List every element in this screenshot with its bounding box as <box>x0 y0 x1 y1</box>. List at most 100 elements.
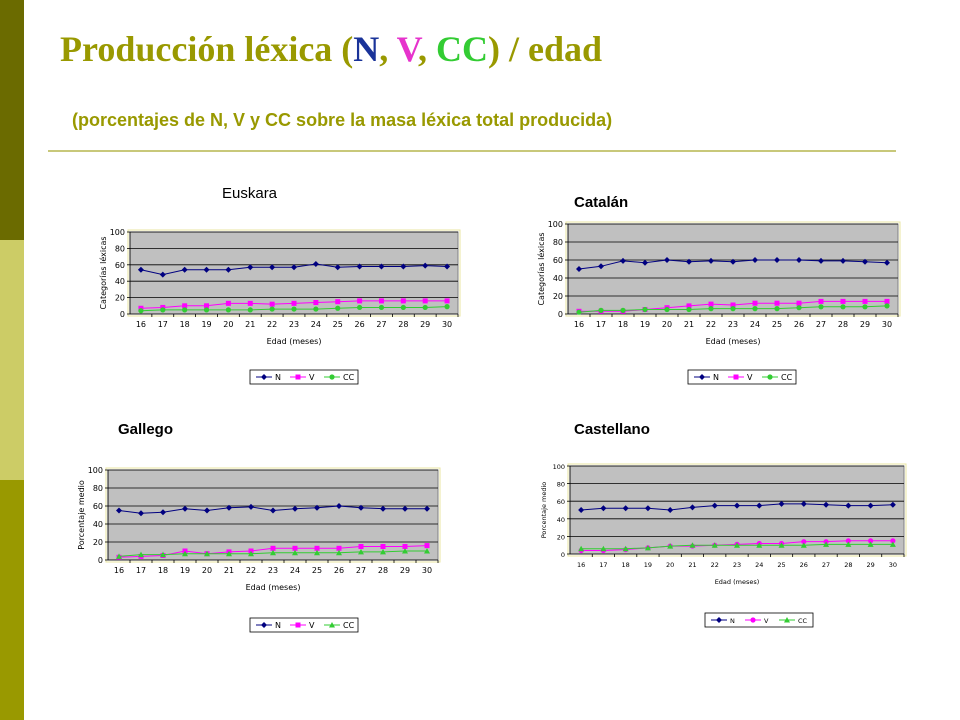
data-point-cc <box>336 549 342 556</box>
x-tick-label: 17 <box>596 320 606 329</box>
sidebar-band-bottom <box>0 480 24 720</box>
data-point-v <box>335 299 341 305</box>
data-point-n <box>622 505 629 512</box>
data-point-n <box>644 505 651 512</box>
x-tick-label: 27 <box>356 566 366 575</box>
legend-label-cc: CC <box>343 621 355 630</box>
title-part-v: V <box>396 29 419 69</box>
chart-title-castellano: Castellano <box>574 421 650 438</box>
x-tick-label: 30 <box>422 566 432 575</box>
x-tick-label: 30 <box>442 320 452 329</box>
x-tick-label: 26 <box>800 561 808 569</box>
data-point-n <box>226 504 232 511</box>
legend-marker-cc <box>784 617 790 623</box>
data-point-v <box>380 544 386 549</box>
data-point-cc <box>291 306 297 312</box>
x-tick-label: 24 <box>750 320 760 329</box>
data-point-n <box>867 502 874 509</box>
data-point-v <box>801 539 807 545</box>
data-point-n <box>248 503 254 510</box>
y-tick-label: 0 <box>120 310 125 319</box>
data-point-v <box>424 543 430 549</box>
data-point-n <box>778 500 785 507</box>
chart-gallego: 0 20 40 60 80 100 16 17 18 19 20 21 22 23 24 25 26 27 28 29… <box>77 466 441 633</box>
data-point-cc <box>752 306 758 312</box>
legend: N V CC <box>249 617 359 633</box>
data-point-n <box>402 505 408 512</box>
y-tick-label: 60 <box>553 256 563 265</box>
data-point-n <box>823 501 830 508</box>
y-axis-label: Categorías léxicas <box>98 236 108 309</box>
data-point-v <box>708 301 714 307</box>
y-tick-label: 100 <box>110 228 125 237</box>
x-tick-label: 16 <box>136 320 146 329</box>
y-axis-label: Porcentaje medio <box>540 482 548 539</box>
data-point-n <box>400 263 407 270</box>
data-point-cc <box>160 551 166 558</box>
x-tick-label: 17 <box>136 566 146 575</box>
data-point-n <box>424 505 430 512</box>
data-point-n <box>774 257 780 263</box>
data-point-n <box>752 257 758 263</box>
data-point-n <box>444 263 451 270</box>
data-point-n <box>689 504 696 511</box>
y-axis-label: Categorías léxicas <box>536 232 546 305</box>
legend-marker-n <box>699 374 705 380</box>
legend-marker-cc <box>767 374 773 380</box>
x-tick-label: 30 <box>889 561 897 569</box>
x-tick-label: 21 <box>224 566 234 575</box>
x-tick-label: 24 <box>311 320 321 329</box>
data-point-v <box>862 298 868 304</box>
data-point-cc <box>689 542 696 548</box>
legend-label-n: N <box>713 373 719 382</box>
y-tick-label: 60 <box>93 502 103 511</box>
x-tick-label: 18 <box>158 566 168 575</box>
x-tick-label: 21 <box>684 320 694 329</box>
data-point-cc <box>358 548 364 555</box>
x-tick-label: 23 <box>268 566 278 575</box>
data-point-n <box>270 507 276 514</box>
data-point-cc <box>756 542 763 548</box>
data-point-v <box>840 298 846 304</box>
x-tick-label: 20 <box>666 561 674 569</box>
x-tick-label: 29 <box>866 561 874 569</box>
y-tick-label: 80 <box>553 238 563 247</box>
x-tick-label: 29 <box>420 320 430 329</box>
data-point-n <box>291 264 297 271</box>
y-tick-label: 40 <box>115 277 125 286</box>
data-point-cc <box>402 548 408 554</box>
x-tick-label: 19 <box>644 561 652 569</box>
data-point-v <box>752 300 758 306</box>
data-point-v <box>402 544 408 549</box>
x-tick-label: 24 <box>290 566 300 575</box>
data-point-v <box>686 303 692 309</box>
title-part-cc: CC <box>436 29 489 69</box>
x-axis-label: Edad (meses) <box>715 578 760 586</box>
x-tick-label: 25 <box>312 566 322 575</box>
data-point-v <box>292 545 298 551</box>
data-point-cc <box>598 307 604 313</box>
x-tick-label: 22 <box>711 561 719 569</box>
data-point-cc <box>730 306 736 312</box>
x-tick-label: 17 <box>599 561 607 569</box>
data-point-cc <box>204 550 210 557</box>
data-point-n <box>818 257 824 264</box>
x-tick-label: 20 <box>202 566 212 575</box>
data-point-v <box>422 298 428 304</box>
data-point-n <box>292 505 298 512</box>
data-point-cc <box>578 545 585 552</box>
data-point-n <box>600 505 607 512</box>
y-tick-label: 80 <box>93 484 103 493</box>
x-tick-label: 25 <box>772 320 782 329</box>
x-tick-label: 29 <box>400 566 410 575</box>
data-point-cc <box>620 307 626 313</box>
data-point-cc <box>182 550 188 557</box>
data-point-cc <box>314 549 320 556</box>
data-point-v <box>291 300 297 306</box>
x-tick-label: 21 <box>688 561 696 569</box>
data-point-cc <box>424 548 430 554</box>
data-point-cc <box>642 306 648 313</box>
data-point-n <box>730 258 736 265</box>
x-tick-label: 26 <box>794 320 804 329</box>
y-tick-label: 100 <box>88 466 103 475</box>
